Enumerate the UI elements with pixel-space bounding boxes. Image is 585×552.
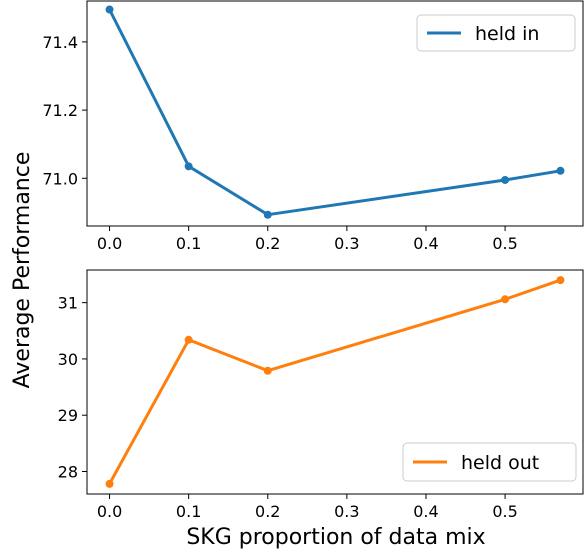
data-point bbox=[184, 335, 193, 344]
y-tick-label: 28 bbox=[58, 462, 78, 481]
legend-box bbox=[402, 442, 577, 482]
legend-label: held out bbox=[461, 452, 539, 474]
x-tick-label: 0.3 bbox=[334, 234, 359, 253]
y-tick-label: 29 bbox=[58, 406, 78, 425]
y-axis-label: Average Performance bbox=[10, 152, 35, 389]
x-tick-label: 0.1 bbox=[176, 234, 201, 253]
y-tick-label: 30 bbox=[58, 350, 78, 369]
data-point bbox=[501, 295, 510, 304]
x-tick-label: 0.0 bbox=[97, 234, 122, 253]
y-tick-label: 71.2 bbox=[42, 101, 78, 120]
top-chart: 0.0 0.1 0.2 0.3 0.4 0.5 71.0 71.2 71.4 held in bbox=[42, 0, 584, 253]
data-point bbox=[184, 162, 193, 171]
x-tick-label: 0.3 bbox=[334, 502, 359, 521]
y-tick-label: 31 bbox=[58, 294, 78, 313]
plot-frame bbox=[86, 0, 584, 227]
y-tick-label: 71.4 bbox=[42, 33, 78, 52]
x-tick-label: 0.4 bbox=[413, 234, 438, 253]
data-point bbox=[556, 276, 565, 285]
bottom-chart: 0.0 0.1 0.2 0.3 0.4 0.5 28 29 30 31 held out bbox=[58, 269, 584, 521]
x-tick-label: 0.2 bbox=[255, 502, 280, 521]
x-tick-label: 0.5 bbox=[492, 234, 517, 253]
x-tick-label: 0.5 bbox=[492, 502, 517, 521]
data-point bbox=[105, 5, 114, 14]
x-tick-label: 0.2 bbox=[255, 234, 280, 253]
x-axis-label: SKG proportion of data mix bbox=[186, 525, 485, 550]
plot-frame bbox=[86, 269, 584, 495]
y-tick-label: 71.0 bbox=[42, 169, 78, 188]
legend-label: held in bbox=[475, 23, 539, 45]
x-tick-label: 0.0 bbox=[97, 502, 122, 521]
x-tick-label: 0.4 bbox=[413, 502, 438, 521]
data-point bbox=[263, 210, 272, 219]
data-point bbox=[556, 166, 565, 175]
legend-box bbox=[416, 14, 576, 52]
data-point bbox=[263, 366, 272, 375]
x-tick-label: 0.1 bbox=[176, 502, 201, 521]
data-point bbox=[105, 479, 114, 488]
data-point bbox=[501, 175, 510, 184]
